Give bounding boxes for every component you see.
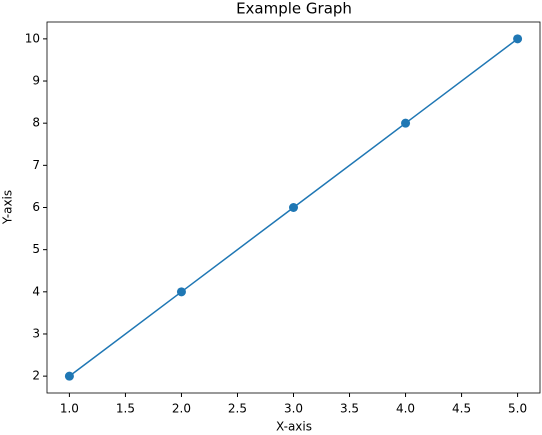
x-tick-label: 5.0 (508, 402, 527, 416)
marker (64, 371, 74, 381)
y-tick-label: 9 (32, 74, 40, 88)
x-axis-label: X-axis (276, 420, 312, 434)
y-tick-label: 5 (32, 242, 40, 256)
marker (513, 34, 523, 44)
y-tick-label: 4 (32, 284, 40, 298)
x-tick-label: 1.0 (60, 402, 79, 416)
x-tick-label: 2.5 (228, 402, 247, 416)
x-tick-label: 1.5 (116, 402, 135, 416)
y-axis-label: Y-axis (1, 190, 15, 225)
marker (176, 287, 186, 297)
y-tick-label: 6 (32, 200, 40, 214)
x-tick-label: 4.5 (452, 402, 471, 416)
x-tick-label: 4.0 (396, 402, 415, 416)
y-tick-label: 7 (32, 158, 40, 172)
y-tick-label: 8 (32, 116, 40, 130)
chart-title: Example Graph (236, 0, 352, 18)
plot-frame (46, 21, 541, 394)
x-tick-label: 3.5 (340, 402, 359, 416)
x-tick-label: 2.0 (172, 402, 191, 416)
y-tick-label: 3 (32, 326, 40, 340)
marker (289, 203, 298, 212)
x-tick-label: 3.0 (284, 402, 303, 416)
y-tick-label: 2 (32, 369, 40, 383)
y-tick-label: 10 (25, 31, 40, 45)
marker (401, 118, 411, 128)
